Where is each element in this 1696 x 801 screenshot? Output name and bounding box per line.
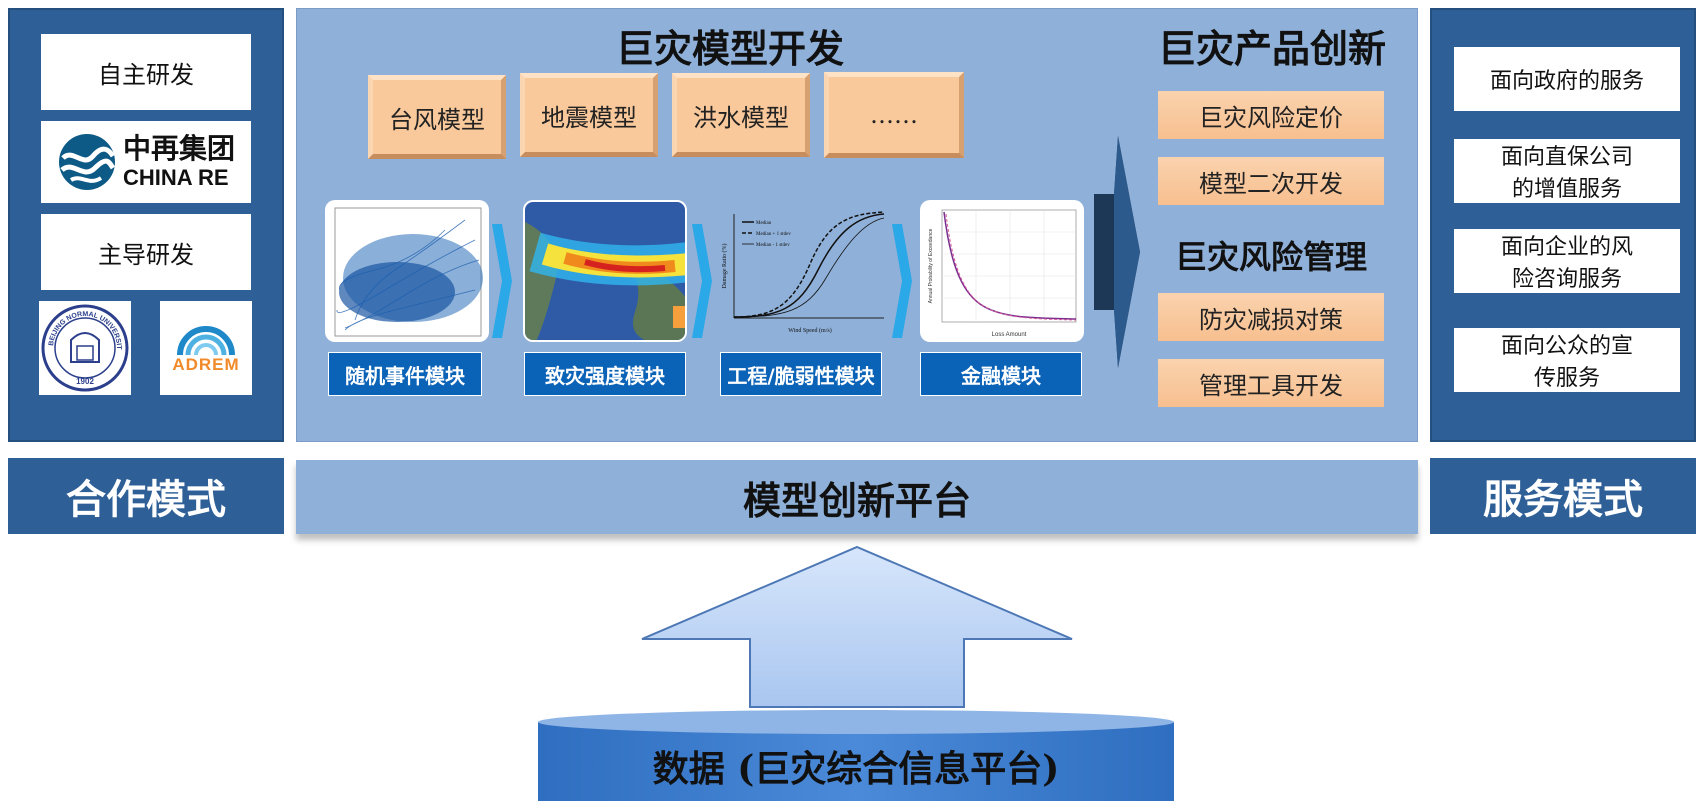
fragility-module: 工程/脆弱性模块 bbox=[720, 352, 882, 396]
loss-x-label: Loss Amount bbox=[992, 332, 1027, 338]
public-service-box: 面向公众的宣传服务 bbox=[1454, 328, 1680, 392]
bnu-year-text: 1902 bbox=[76, 377, 94, 386]
bnu-logo: BEIJING NORMAL UNIVERSITY 1902 bbox=[39, 301, 131, 395]
hazard-intensity-image bbox=[523, 200, 687, 342]
china-re-cn-text: 中再集团 bbox=[122, 133, 235, 164]
hazard-intensity-module: 致灾强度模块 bbox=[524, 352, 686, 396]
adrem-arc-icon bbox=[177, 326, 235, 355]
chevron-right-icon-2 bbox=[692, 224, 712, 338]
fragility-x-label: Wind Speed (m/s) bbox=[788, 327, 831, 334]
secondary-dev-item: 模型二次开发 bbox=[1158, 157, 1384, 205]
service-mode-label: 服务模式 bbox=[1430, 458, 1696, 534]
bnu-seal-icon: BEIJING NORMAL UNIVERSITY 1902 bbox=[41, 304, 129, 392]
adrem-logo: ADREM bbox=[160, 301, 252, 395]
financial-module: 金融模块 bbox=[920, 352, 1082, 396]
mgmt-tools-item: 管理工具开发 bbox=[1158, 359, 1384, 407]
fragility-legend-plus: Median + 1 stdev bbox=[756, 232, 791, 237]
china-re-wave-icon bbox=[58, 134, 116, 190]
gov-service-box: 面向政府的服务 bbox=[1454, 47, 1680, 111]
typhoon-model-box: 台风模型 bbox=[368, 75, 506, 159]
adrem-text: ADREM bbox=[172, 355, 240, 374]
fragility-curve-image: Median Median + 1 stdev Median - 1 stdev… bbox=[718, 200, 886, 342]
mitigation-item: 防灾减损对策 bbox=[1158, 293, 1384, 341]
self-research-box: 自主研发 bbox=[41, 34, 251, 110]
typhoon-tracks-image bbox=[325, 200, 489, 342]
lead-research-box: 主导研发 bbox=[41, 214, 251, 290]
cooperation-mode-label: 合作模式 bbox=[8, 458, 284, 534]
chevron-right-icon-3 bbox=[892, 224, 912, 338]
chevron-right-icon-1 bbox=[492, 224, 512, 338]
earthquake-model-box: 地震模型 bbox=[520, 73, 658, 157]
model-dev-title: 巨灾模型开发 bbox=[615, 25, 844, 71]
flood-model-box: 洪水模型 bbox=[672, 73, 810, 157]
more-models-box: …… bbox=[824, 72, 964, 158]
fragility-y-label: Damage Ratio (%) bbox=[721, 244, 728, 289]
up-arrow-icon bbox=[641, 545, 1073, 708]
fragility-legend-minus: Median - 1 stdev bbox=[756, 243, 790, 248]
random-event-module: 随机事件模块 bbox=[328, 352, 482, 396]
enterprise-service-box: 面向企业的风险咨询服务 bbox=[1454, 229, 1680, 293]
insurer-service-box: 面向直保公司的增值服务 bbox=[1454, 139, 1680, 203]
fragility-legend-median: Median bbox=[756, 221, 772, 226]
china-re-logo: 中再集团 CHINA RE bbox=[41, 121, 251, 203]
loss-exceedance-image: Loss Amount Annual Probability of Exceed… bbox=[920, 200, 1084, 342]
platform-label: 模型创新平台 bbox=[296, 460, 1418, 534]
loss-y-label: Annual Probability of Exceedance bbox=[928, 228, 934, 303]
data-platform-label: 数据 (巨灾综合信息平台) bbox=[652, 748, 1060, 790]
risk-mgmt-title: 巨灾风险管理 bbox=[1174, 238, 1367, 276]
china-re-en-text: CHINA RE bbox=[122, 165, 229, 190]
data-cylinder-icon bbox=[538, 710, 1174, 801]
pricing-item: 巨灾风险定价 bbox=[1158, 91, 1384, 139]
big-arrow-right-icon bbox=[1094, 136, 1140, 368]
innovation-title: 巨灾产品创新 bbox=[1157, 25, 1386, 71]
